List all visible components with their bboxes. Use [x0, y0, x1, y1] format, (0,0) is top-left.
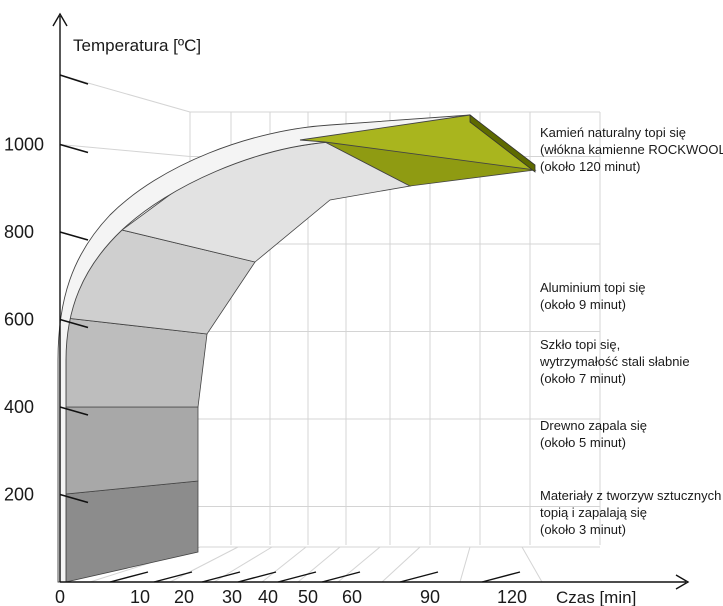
- y-tick-label: 200: [4, 485, 34, 505]
- annotation-line: Drewno zapala się: [540, 418, 647, 433]
- x-tick-label: 40: [258, 587, 278, 606]
- x-tick-mark: [481, 571, 521, 583]
- annotation-line: Kamień naturalny topi się: [540, 125, 686, 140]
- x-tick-label: 90: [420, 587, 440, 606]
- grid-line-floor: [381, 546, 421, 583]
- y-tick-label: 600: [4, 310, 34, 330]
- x-axis-title: Czas [min]: [556, 588, 636, 606]
- x-tick-label: 0: [55, 587, 65, 606]
- grid-line-floor: [297, 546, 341, 583]
- y-tick-mark: [59, 493, 89, 504]
- x-tick-mark: [277, 571, 317, 583]
- annotation-line: Szkło topi się,: [540, 337, 620, 352]
- x-tick-label: 10: [130, 587, 150, 606]
- annotation-line: (około 120 minut): [540, 159, 640, 174]
- band-200-400: [65, 406, 199, 495]
- annotation-line: (około 5 minut): [540, 435, 626, 450]
- y-tick-label: 400: [4, 397, 34, 417]
- x-tick-mark: [399, 571, 439, 583]
- annotation-line: (około 7 minut): [540, 371, 626, 386]
- annotation-line: (włókna kamienne ROCKWOOL): [540, 142, 723, 157]
- annotation-line: wytrzymałość stali słabnie: [539, 354, 690, 369]
- axes: [52, 12, 690, 590]
- y-tick-mark: [59, 406, 89, 416]
- x-tick-mark: [109, 571, 149, 583]
- annotation-label: Kamień naturalny topi się (włókna kamienn…: [540, 125, 723, 174]
- y-axis-arrow: [52, 12, 68, 27]
- annotation-line: topią i zapalają się: [540, 505, 647, 520]
- annotation-label: Materiały z tworzyw sztucznych topią i za…: [540, 488, 721, 537]
- y-tick-label: 1000: [4, 135, 44, 155]
- y-tick-mark: [59, 74, 89, 85]
- x-tick-label: 120: [497, 587, 527, 606]
- x-tick-mark: [201, 571, 241, 583]
- y-axis-title: Temperatura [ºC]: [73, 36, 201, 55]
- grid-line-floor: [261, 546, 307, 583]
- ticks: 200 400 600 800 1000 0 10 20 30 40 50 60 90 120: [4, 74, 527, 606]
- annotation-label: Aluminium topi się (około 9 minut): [540, 280, 646, 312]
- grid-line-floor: [459, 546, 471, 583]
- grid-line-floor: [169, 546, 239, 583]
- x-tick-mark: [153, 571, 193, 583]
- grid-line-floor: [521, 546, 543, 583]
- annotation-line: Aluminium topi się: [540, 280, 646, 295]
- annotation-label: Szkło topi się, wytrzymałość stali słabni…: [539, 337, 690, 386]
- x-tick-label: 60: [342, 587, 362, 606]
- grid-line-depth: [59, 144, 191, 157]
- annotation-line: (około 3 minut): [540, 522, 626, 537]
- band-cap-side: [469, 114, 536, 173]
- band-0-200: [65, 480, 199, 583]
- annotation-label: Drewno zapala się (około 5 minut): [540, 418, 647, 450]
- y-tick-label: 800: [4, 222, 34, 242]
- x-tick-label: 30: [222, 587, 242, 606]
- annotation-line: (około 9 minut): [540, 297, 626, 312]
- y-tick-mark: [59, 231, 89, 241]
- y-tick-mark: [59, 143, 89, 154]
- y-tick-mark: [59, 318, 89, 329]
- x-tick-mark: [237, 571, 277, 583]
- x-tick-label: 50: [298, 587, 318, 606]
- temperature-bands: [57, 114, 537, 583]
- annotation-line: Materiały z tworzyw sztucznych: [540, 488, 721, 503]
- x-tick-mark: [321, 571, 361, 583]
- x-tick-label: 20: [174, 587, 194, 606]
- annotations: Kamień naturalny topi się (włókna kamienn…: [539, 125, 723, 537]
- x-axis-arrow: [675, 574, 690, 590]
